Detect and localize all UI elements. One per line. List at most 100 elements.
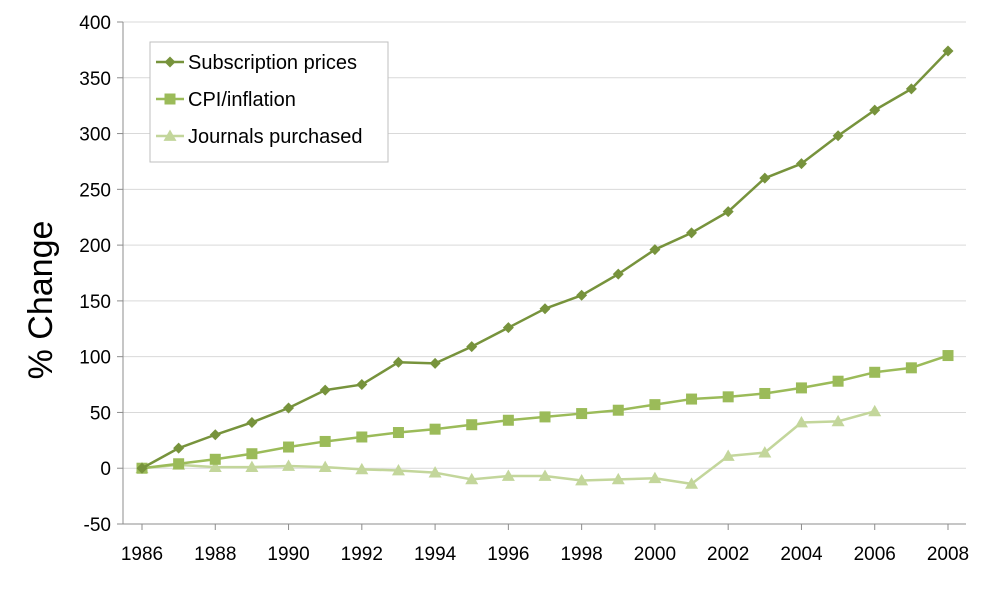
data-point-cpi-inflation xyxy=(722,391,734,403)
x-tick-label: 1992 xyxy=(341,544,383,565)
data-point-subscription-prices xyxy=(612,268,624,280)
data-point-cpi-inflation xyxy=(649,399,661,411)
x-tick-label: 1998 xyxy=(560,544,602,565)
data-point-journals-purchased xyxy=(685,477,699,489)
data-point-subscription-prices xyxy=(905,83,917,95)
data-point-subscription-prices xyxy=(576,289,588,301)
gridlines xyxy=(123,21,966,525)
y-tick-label: 400 xyxy=(79,13,111,34)
x-tick-label: 2000 xyxy=(634,544,676,565)
data-point-cpi-inflation xyxy=(539,411,551,423)
data-point-journals-purchased xyxy=(575,473,589,486)
data-point-cpi-inflation xyxy=(576,408,588,420)
series-group xyxy=(135,45,954,489)
x-axis-ticks: 1986 1988 1990 1992 1994 1996 1998 2000 2002 2004… xyxy=(121,524,969,565)
data-point-subscription-prices xyxy=(136,462,148,474)
data-point-cpi-inflation xyxy=(209,453,221,465)
data-point-journals-purchased xyxy=(794,415,808,428)
data-point-subscription-prices xyxy=(319,384,331,396)
legend: Subscription prices CPI/inflation Journals… xyxy=(149,41,389,163)
data-point-journals-purchased xyxy=(318,460,332,472)
data-point-subscription-prices xyxy=(686,227,698,239)
legend-swatch-marker-journals-purchased xyxy=(163,129,177,141)
data-point-journals-purchased xyxy=(465,472,479,485)
y-tick-label: 0 xyxy=(100,459,111,480)
x-tick-label: 2004 xyxy=(780,544,823,565)
data-point-cpi-inflation xyxy=(246,448,258,460)
legend-swatch-marker-cpi-inflation xyxy=(164,93,176,105)
x-tick-label: 2008 xyxy=(927,544,969,565)
data-point-subscription-prices xyxy=(649,244,661,256)
y-axis-label: % Change xyxy=(22,221,60,380)
legend-label-subscription-prices: Subscription prices xyxy=(188,52,357,74)
data-point-journals-purchased xyxy=(208,460,222,472)
data-point-subscription-prices xyxy=(246,416,258,428)
x-tick-label: 1994 xyxy=(414,544,457,565)
data-point-cpi-inflation xyxy=(832,375,844,387)
data-point-cpi-inflation xyxy=(869,366,881,378)
data-point-subscription-prices xyxy=(392,356,404,368)
x-tick-label: 2006 xyxy=(854,544,896,565)
data-point-journals-purchased xyxy=(758,446,772,458)
data-point-subscription-prices xyxy=(539,303,551,315)
series-journals-purchased xyxy=(135,404,882,489)
data-point-journals-purchased xyxy=(721,449,735,461)
data-point-cpi-inflation xyxy=(612,404,624,416)
data-point-journals-purchased xyxy=(428,466,442,478)
data-point-subscription-prices xyxy=(942,45,954,57)
data-point-journals-purchased xyxy=(391,463,405,476)
data-point-cpi-inflation xyxy=(905,362,917,374)
y-axis-ticks: -50 0 50 100 150 200 250 300 350 400 xyxy=(79,13,123,536)
data-point-subscription-prices xyxy=(759,172,771,184)
legend-label-cpi-inflation: CPI/inflation xyxy=(188,89,296,111)
legend-label-journals-purchased: Journals purchased xyxy=(188,126,363,148)
data-point-cpi-inflation xyxy=(429,423,441,435)
y-tick-label: 350 xyxy=(79,69,111,90)
y-tick-label: 300 xyxy=(79,125,111,146)
data-point-subscription-prices xyxy=(466,341,478,353)
y-tick-label: -50 xyxy=(84,515,111,536)
data-point-journals-purchased xyxy=(868,404,882,417)
data-point-subscription-prices xyxy=(283,402,295,414)
data-point-subscription-prices xyxy=(832,130,844,142)
y-tick-label: 50 xyxy=(90,403,111,424)
data-point-cpi-inflation xyxy=(319,435,331,447)
legend-box xyxy=(149,41,389,163)
y-tick-label: 150 xyxy=(79,292,111,313)
data-point-cpi-inflation xyxy=(686,393,698,405)
data-point-journals-purchased xyxy=(501,469,515,481)
series-subscription-prices xyxy=(136,45,954,474)
x-tick-label: 1996 xyxy=(487,544,529,565)
y-tick-label: 200 xyxy=(79,236,111,257)
data-point-journals-purchased xyxy=(648,471,662,484)
data-point-cpi-inflation xyxy=(283,441,295,453)
data-point-cpi-inflation xyxy=(466,419,478,431)
x-tick-label: 1986 xyxy=(121,544,163,565)
data-point-journals-purchased xyxy=(355,462,369,475)
data-point-cpi-inflation xyxy=(759,387,771,399)
y-tick-label: 100 xyxy=(79,348,111,369)
data-point-journals-purchased xyxy=(611,472,625,485)
data-point-cpi-inflation xyxy=(356,431,368,443)
data-point-subscription-prices xyxy=(869,104,881,116)
data-point-journals-purchased xyxy=(831,414,845,427)
data-point-cpi-inflation xyxy=(795,382,807,394)
y-tick-label: 250 xyxy=(79,180,111,201)
data-point-subscription-prices xyxy=(795,158,807,170)
data-point-subscription-prices xyxy=(209,429,221,441)
x-tick-label: 1990 xyxy=(267,544,309,565)
data-point-subscription-prices xyxy=(429,357,441,369)
x-tick-label: 1988 xyxy=(194,544,236,565)
x-tick-label: 2002 xyxy=(707,544,749,565)
data-point-subscription-prices xyxy=(356,379,368,391)
data-point-cpi-inflation xyxy=(942,350,954,362)
data-point-cpi-inflation xyxy=(502,414,514,426)
axes xyxy=(122,22,966,525)
data-point-subscription-prices xyxy=(502,322,514,334)
data-point-cpi-inflation xyxy=(392,427,404,439)
data-point-journals-purchased xyxy=(245,460,259,472)
data-point-subscription-prices xyxy=(173,442,185,454)
data-point-subscription-prices xyxy=(722,206,734,218)
data-point-journals-purchased xyxy=(538,469,552,481)
